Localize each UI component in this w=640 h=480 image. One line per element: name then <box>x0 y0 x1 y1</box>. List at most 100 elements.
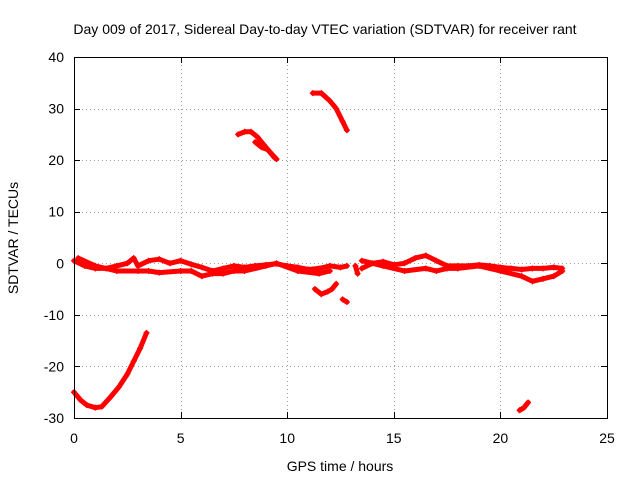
series-isolated-crosses <box>352 262 361 277</box>
data-point-cross <box>324 288 331 295</box>
data-point-cross <box>271 154 278 161</box>
data-point-cross <box>343 298 350 305</box>
data-point-cross <box>444 265 451 272</box>
data-point-cross <box>188 268 195 275</box>
series-arc-25-lower <box>252 139 278 161</box>
data-point-cross <box>316 265 323 272</box>
data-point-cross <box>137 345 144 352</box>
data-point-cross <box>265 146 272 153</box>
data-point-cross <box>343 262 350 269</box>
x-axis-label: GPS time / hours <box>287 458 394 474</box>
data-point-cross <box>518 266 525 273</box>
data-point-cross <box>333 105 340 112</box>
data-point-cross <box>294 268 301 275</box>
data-point-cross <box>145 257 152 264</box>
data-point-cross <box>529 265 536 272</box>
data-point-cross <box>358 265 365 272</box>
series-band-near-zero-b <box>75 255 333 280</box>
data-point-cross <box>83 402 90 409</box>
data-point-cross <box>326 268 333 275</box>
data-point-cross <box>130 358 137 365</box>
data-point-cross <box>401 268 408 275</box>
data-series <box>71 90 566 414</box>
x-tick-label: 15 <box>386 430 402 446</box>
data-point-cross <box>354 270 361 277</box>
data-point-cross <box>115 384 122 391</box>
data-point-cross <box>401 260 408 267</box>
data-point-cross <box>92 404 99 411</box>
data-point-cross <box>339 296 346 303</box>
y-tick-label: 10 <box>48 204 64 220</box>
y-axis-label: SDTVAR / TECUs <box>5 182 21 294</box>
data-point-cross <box>241 128 248 135</box>
data-point-cross <box>258 144 265 151</box>
data-point-cross <box>134 262 141 269</box>
series-arc-descending-start <box>71 329 150 411</box>
data-point-cross <box>343 127 350 134</box>
data-point-cross <box>540 275 547 282</box>
data-point-cross <box>254 133 261 140</box>
data-point-cross <box>508 265 515 272</box>
data-point-cross <box>145 268 152 275</box>
data-point-cross <box>113 268 120 275</box>
data-point-cross <box>358 257 365 264</box>
series-dip-minus-7 <box>339 296 350 305</box>
data-point-cross <box>529 278 536 285</box>
data-point-cross <box>550 273 557 280</box>
data-point-cross <box>235 131 242 138</box>
data-point-cross <box>230 262 237 269</box>
data-point-cross <box>540 265 547 272</box>
data-point-cross <box>247 128 254 135</box>
data-point-cross <box>352 262 359 269</box>
data-point-cross <box>134 268 141 275</box>
data-point-cross <box>380 262 387 269</box>
tick-labels: 0 5 10 15 20 25 -30 -20 -10 0 10 20 30 40 <box>44 49 615 446</box>
data-point-cross <box>339 118 346 125</box>
data-point-cross <box>177 257 184 264</box>
data-point-cross <box>230 268 237 275</box>
data-point-cross <box>337 264 344 271</box>
series-band-near-zero-d <box>358 257 566 285</box>
x-tick-label: 10 <box>279 430 295 446</box>
x-tick-label: 5 <box>177 430 185 446</box>
data-point-cross <box>107 394 114 401</box>
data-point-cross <box>188 261 195 268</box>
data-point-cross <box>220 265 227 272</box>
data-point-cross <box>333 280 340 287</box>
data-point-cross <box>525 399 532 406</box>
data-point-cross <box>124 260 131 267</box>
y-tick-label: -10 <box>44 307 64 323</box>
y-tick-label: 20 <box>48 152 64 168</box>
data-point-cross <box>198 273 205 280</box>
data-point-cross <box>177 268 184 275</box>
data-point-cross <box>433 257 440 264</box>
data-point-cross <box>454 265 461 272</box>
data-point-cross <box>422 265 429 272</box>
data-point-cross <box>92 262 99 269</box>
data-point-cross <box>318 291 325 298</box>
data-point-cross <box>326 97 333 104</box>
y-tick-label: -30 <box>44 410 64 426</box>
data-point-cross <box>273 260 280 267</box>
data-point-cross <box>412 255 419 262</box>
data-point-cross <box>309 90 316 97</box>
data-point-cross <box>209 270 216 277</box>
x-tick-label: 20 <box>493 430 509 446</box>
data-point-cross <box>156 269 163 276</box>
data-point-cross <box>433 268 440 275</box>
data-point-cross <box>143 329 150 336</box>
series-dip-minus-5 <box>311 280 340 298</box>
data-point-cross <box>516 407 523 414</box>
grid <box>74 57 607 418</box>
data-point-cross <box>124 371 131 378</box>
data-point-cross <box>166 260 173 267</box>
series-trace <box>252 139 277 161</box>
data-point-cross <box>262 262 269 269</box>
series-trace <box>75 255 333 279</box>
data-point-cross <box>252 139 259 146</box>
data-point-cross <box>81 262 88 269</box>
data-point-cross <box>98 403 105 410</box>
data-point-cross <box>75 255 82 262</box>
plot-frame <box>74 57 608 419</box>
